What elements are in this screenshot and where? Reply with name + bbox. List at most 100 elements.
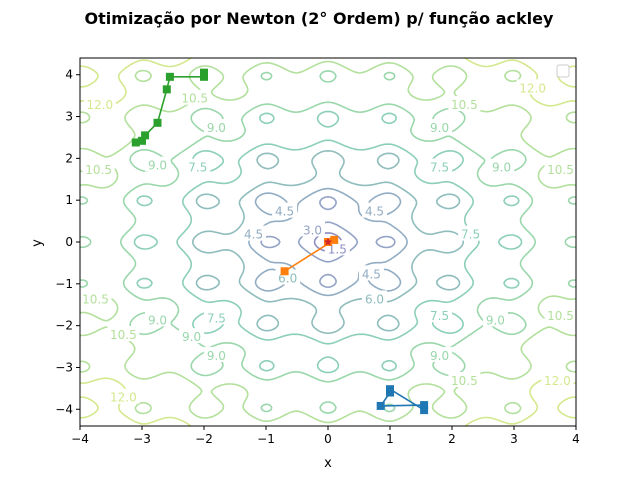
contour-label-bg [482, 311, 508, 327]
contour-label-bg [448, 96, 481, 111]
series-point [420, 406, 429, 415]
contour-label-bg [544, 307, 576, 323]
contour-label: 10.5 [85, 163, 112, 177]
series-point [280, 267, 289, 276]
contour-label-bg [145, 156, 170, 172]
x-tick-label: −4 [71, 432, 89, 446]
contour-label-bg [179, 328, 205, 344]
contour-label: 9.0 [207, 349, 226, 363]
series-point [200, 72, 208, 81]
contour-label-layer: 12.0 10.59.09.010.5 7.54.54.53.01.54.54.56… [80, 79, 576, 405]
contour-label-bg [362, 290, 387, 306]
contour-label-bg [458, 225, 484, 241]
contour-label: 12.0 [110, 391, 137, 405]
series-point [386, 385, 394, 394]
y-axis-label: y [30, 239, 45, 247]
series-point [131, 138, 140, 147]
contour-label: 10.5 [451, 98, 478, 112]
contour-layer [80, 58, 576, 426]
contour-label: 4.5 [365, 205, 384, 219]
contour-label-bg [82, 160, 115, 176]
contour-label-bg [185, 158, 211, 174]
series-layer [131, 68, 429, 415]
x-tick-label: 2 [448, 432, 456, 446]
contour-label: 1.5 [328, 242, 347, 256]
series-point [200, 68, 208, 77]
x-tick-label: −2 [195, 432, 213, 446]
contour-label: 7.5 [430, 309, 449, 323]
contour-label-bg [272, 202, 298, 218]
contour-label-bg [203, 346, 229, 362]
contour-label-bg [203, 119, 229, 134]
contour-label-bg [544, 160, 576, 176]
contour-label-bg [448, 372, 481, 387]
contour-label-bg [427, 119, 453, 134]
chart-title: Otimização por Newton (2° Ordem) p/ funç… [85, 9, 554, 28]
contour-label-bg [489, 158, 515, 174]
contour-label: 4.5 [244, 228, 263, 242]
x-tick-label: 1 [386, 432, 394, 446]
contour-label: 9.0 [486, 313, 505, 327]
contour-label: 12.0 [86, 98, 113, 112]
contour-label: 9.0 [148, 313, 167, 327]
series-point [138, 136, 146, 145]
y-tick-label: 3 [65, 110, 73, 124]
contour-label: 9.0 [492, 161, 511, 175]
contour-label-bg [300, 221, 325, 237]
contour-label: 9.0 [207, 121, 226, 135]
contour-label: 10.5 [547, 163, 574, 177]
contour-label-bg [362, 202, 387, 218]
y-axis-ticks: −4 −3 −2 −1 0 1 2 3 4 [55, 68, 80, 416]
contour-label: 9.0 [430, 349, 449, 363]
contour-label-bg [107, 388, 140, 404]
x-tick-label: 4 [572, 432, 580, 446]
x-tick-label: 0 [324, 432, 332, 446]
series-point [141, 131, 150, 140]
contour-label: 6.0 [365, 292, 384, 306]
contour-label: 7.5 [430, 161, 449, 175]
contour-label-bg [541, 372, 574, 387]
contour-label: 7.5 [207, 311, 226, 325]
series-point [162, 85, 171, 94]
x-tick-label: −1 [257, 432, 275, 446]
contour-label-bg [241, 225, 267, 241]
series-point [330, 235, 339, 244]
x-tick-label: −3 [133, 432, 151, 446]
contour-label: 3.0 [303, 223, 322, 237]
contour-label: 10.5 [82, 292, 109, 306]
contour-label: 10.5 [181, 92, 208, 106]
y-tick-label: −1 [55, 277, 73, 291]
contour-label-bg [358, 265, 384, 281]
y-tick-label: 1 [65, 193, 73, 207]
contour-label: 12.0 [519, 81, 546, 95]
contour-label: 9.0 [182, 330, 201, 344]
y-tick-label: 2 [65, 151, 73, 165]
contour-label: 10.5 [451, 374, 478, 388]
contour-label: 4.5 [275, 205, 294, 219]
y-tick-label: 0 [65, 235, 73, 249]
series-path-0 [376, 385, 429, 415]
contour-label-bg [107, 326, 140, 341]
contour-label-bg [80, 290, 112, 306]
contour-label: 7.5 [188, 161, 207, 175]
contour-label-bg [516, 79, 549, 95]
contour-label: 4.5 [362, 267, 381, 281]
contour-label-bg [178, 89, 211, 105]
y-tick-label: 4 [65, 68, 73, 82]
contour-label-bg [427, 346, 453, 362]
contour-label-bg [427, 307, 453, 323]
contour-level-3.0 [260, 196, 396, 288]
y-tick-label: −4 [55, 402, 73, 416]
x-axis-ticks: −4 −3 −2 −1 0 1 2 3 4 [71, 426, 580, 446]
contour-label-bg [83, 96, 116, 111]
series-path-2 [131, 68, 208, 147]
contour-label-bg [203, 309, 229, 325]
contour-level-6.0 [191, 150, 465, 334]
contour-label-bg [427, 158, 453, 174]
contour-label: 12.0 [544, 374, 571, 388]
series-point [153, 118, 162, 127]
series-point [165, 72, 174, 81]
contour-label: 9.0 [148, 159, 167, 173]
